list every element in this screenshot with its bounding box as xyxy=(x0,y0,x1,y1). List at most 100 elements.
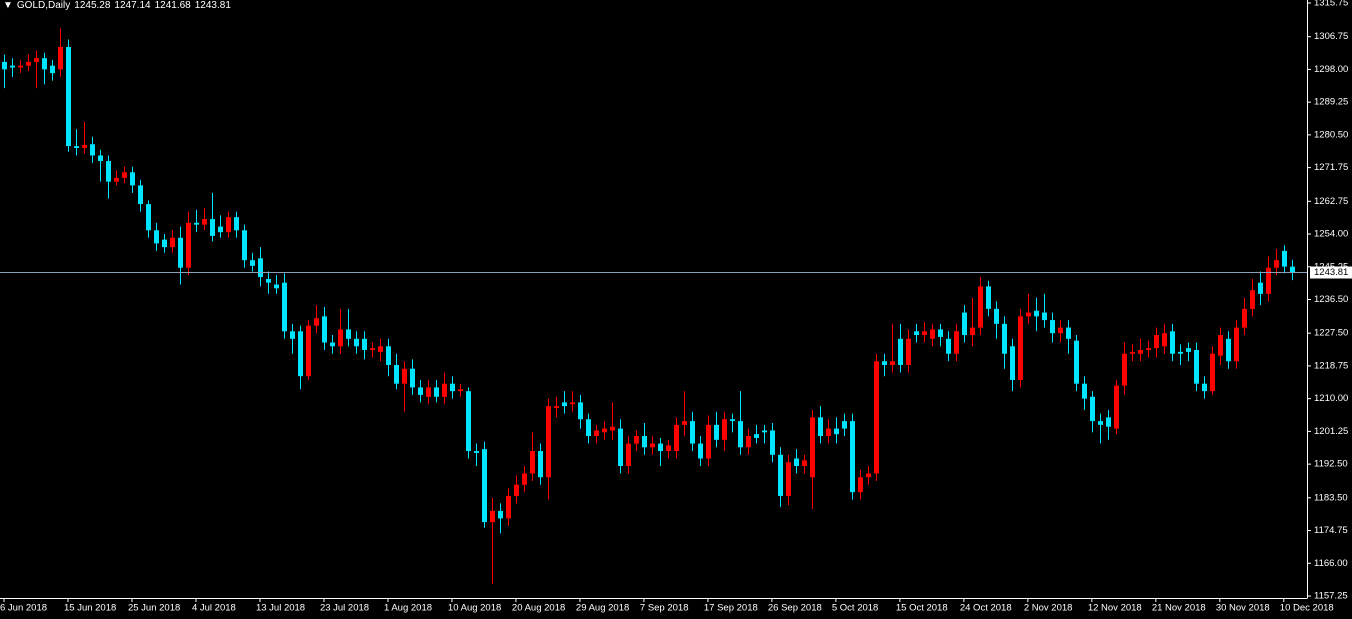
candle-body xyxy=(994,308,999,324)
candle-body xyxy=(170,237,175,248)
candle-body xyxy=(634,436,639,444)
close-value: 1243.81 xyxy=(194,0,231,11)
candle-body xyxy=(122,172,127,178)
candle-body xyxy=(594,430,599,437)
y-tick-label: 1306.75 xyxy=(1314,31,1348,42)
y-tick-label: 1192.50 xyxy=(1314,459,1348,470)
candle-body xyxy=(338,329,343,347)
candle-body xyxy=(610,426,615,431)
open-value: 1245.28 xyxy=(74,0,111,11)
candle-body xyxy=(42,58,47,70)
candle-body xyxy=(1186,348,1191,352)
y-tick-label: 1174.75 xyxy=(1314,525,1348,536)
candle-body xyxy=(642,436,647,448)
candle-body xyxy=(498,510,503,519)
candle-body xyxy=(226,217,231,233)
candle-body xyxy=(858,477,863,493)
candle-body xyxy=(130,172,135,186)
candle-body xyxy=(698,443,703,459)
y-tick-label: 1210.00 xyxy=(1314,393,1348,404)
current-price-box xyxy=(1310,266,1352,279)
candle-body xyxy=(186,222,191,268)
candle-body xyxy=(946,338,951,354)
candle-body xyxy=(794,458,799,467)
x-tick-label: 13 Jul 2018 xyxy=(256,603,305,614)
candle-body xyxy=(1122,353,1127,386)
menu-triangle[interactable]: ▼ xyxy=(3,0,13,11)
candle-body xyxy=(1194,350,1199,384)
candle-body xyxy=(402,368,407,384)
candle-body xyxy=(842,421,847,429)
y-tick-label: 1262.75 xyxy=(1314,196,1348,207)
candle-body xyxy=(418,387,423,395)
candle-body xyxy=(1066,327,1071,339)
candle-body xyxy=(930,329,935,339)
candle-body xyxy=(162,239,167,248)
candle-body xyxy=(922,331,927,336)
candle-body xyxy=(1162,333,1167,347)
candle-body xyxy=(282,282,287,332)
candle-body xyxy=(1002,323,1007,354)
candle-body xyxy=(602,428,607,433)
x-tick-label: 1 Aug 2018 xyxy=(384,603,432,614)
candle-body xyxy=(58,46,63,70)
candle-body xyxy=(1250,290,1255,309)
candle-body xyxy=(1266,267,1271,294)
candle-body xyxy=(882,361,887,365)
candle-body xyxy=(586,419,591,437)
candle-body xyxy=(146,204,151,231)
candle-body xyxy=(1242,308,1247,328)
x-tick-label: 23 Jul 2018 xyxy=(320,603,369,614)
x-tick-label: 20 Aug 2018 xyxy=(512,603,565,614)
candle-body xyxy=(18,65,23,68)
candle-body xyxy=(818,417,823,437)
candle-body xyxy=(466,391,471,452)
candle-body xyxy=(962,312,967,336)
candle-body xyxy=(866,473,871,478)
candle-body xyxy=(786,462,791,496)
x-tick-label: 5 Oct 2018 xyxy=(832,603,878,614)
candle-body xyxy=(1146,348,1151,351)
candle-body xyxy=(954,331,959,354)
candle-body xyxy=(626,443,631,467)
candle-body xyxy=(706,424,711,459)
y-tick-label: 1289.25 xyxy=(1314,97,1348,108)
candle-body xyxy=(258,258,263,278)
candle-body xyxy=(370,348,375,351)
candle-body xyxy=(506,495,511,519)
candle-body xyxy=(290,331,295,339)
low-value: 1241.68 xyxy=(154,0,191,11)
candle-body xyxy=(1130,351,1135,354)
candle-body xyxy=(1202,383,1207,392)
candle-body xyxy=(322,316,327,343)
candle-body xyxy=(1170,331,1175,354)
candle-body xyxy=(618,428,623,467)
candle-body xyxy=(434,387,439,397)
candle-body xyxy=(306,325,311,377)
candle-body xyxy=(1106,417,1111,427)
candle-body xyxy=(250,260,255,266)
y-tick-label: 1254.00 xyxy=(1314,229,1348,240)
candle-body xyxy=(106,161,111,182)
candle-body xyxy=(346,329,351,339)
y-tick-label: 1236.50 xyxy=(1314,294,1348,305)
candle-body xyxy=(1050,320,1055,334)
x-tick-label: 26 Sep 2018 xyxy=(768,603,822,614)
candle-body xyxy=(1018,316,1023,380)
candle-body xyxy=(426,387,431,397)
x-tick-label: 17 Sep 2018 xyxy=(704,603,758,614)
y-tick-label: 1157.25 xyxy=(1314,591,1348,602)
candle-body xyxy=(210,219,215,236)
candle-body xyxy=(1178,351,1183,354)
candle-body xyxy=(114,177,119,182)
candle-body xyxy=(514,484,519,496)
y-tick-label: 1166.00 xyxy=(1314,558,1348,569)
chart-header: ▼ GOLD,Daily 1245.28 1247.14 1241.68 1243.81 xyxy=(3,0,235,12)
candle-body xyxy=(378,346,383,352)
candle-body xyxy=(570,402,575,405)
candle-body xyxy=(138,185,143,205)
candle-body xyxy=(914,331,919,336)
x-tick-label: 10 Dec 2018 xyxy=(1280,603,1334,614)
